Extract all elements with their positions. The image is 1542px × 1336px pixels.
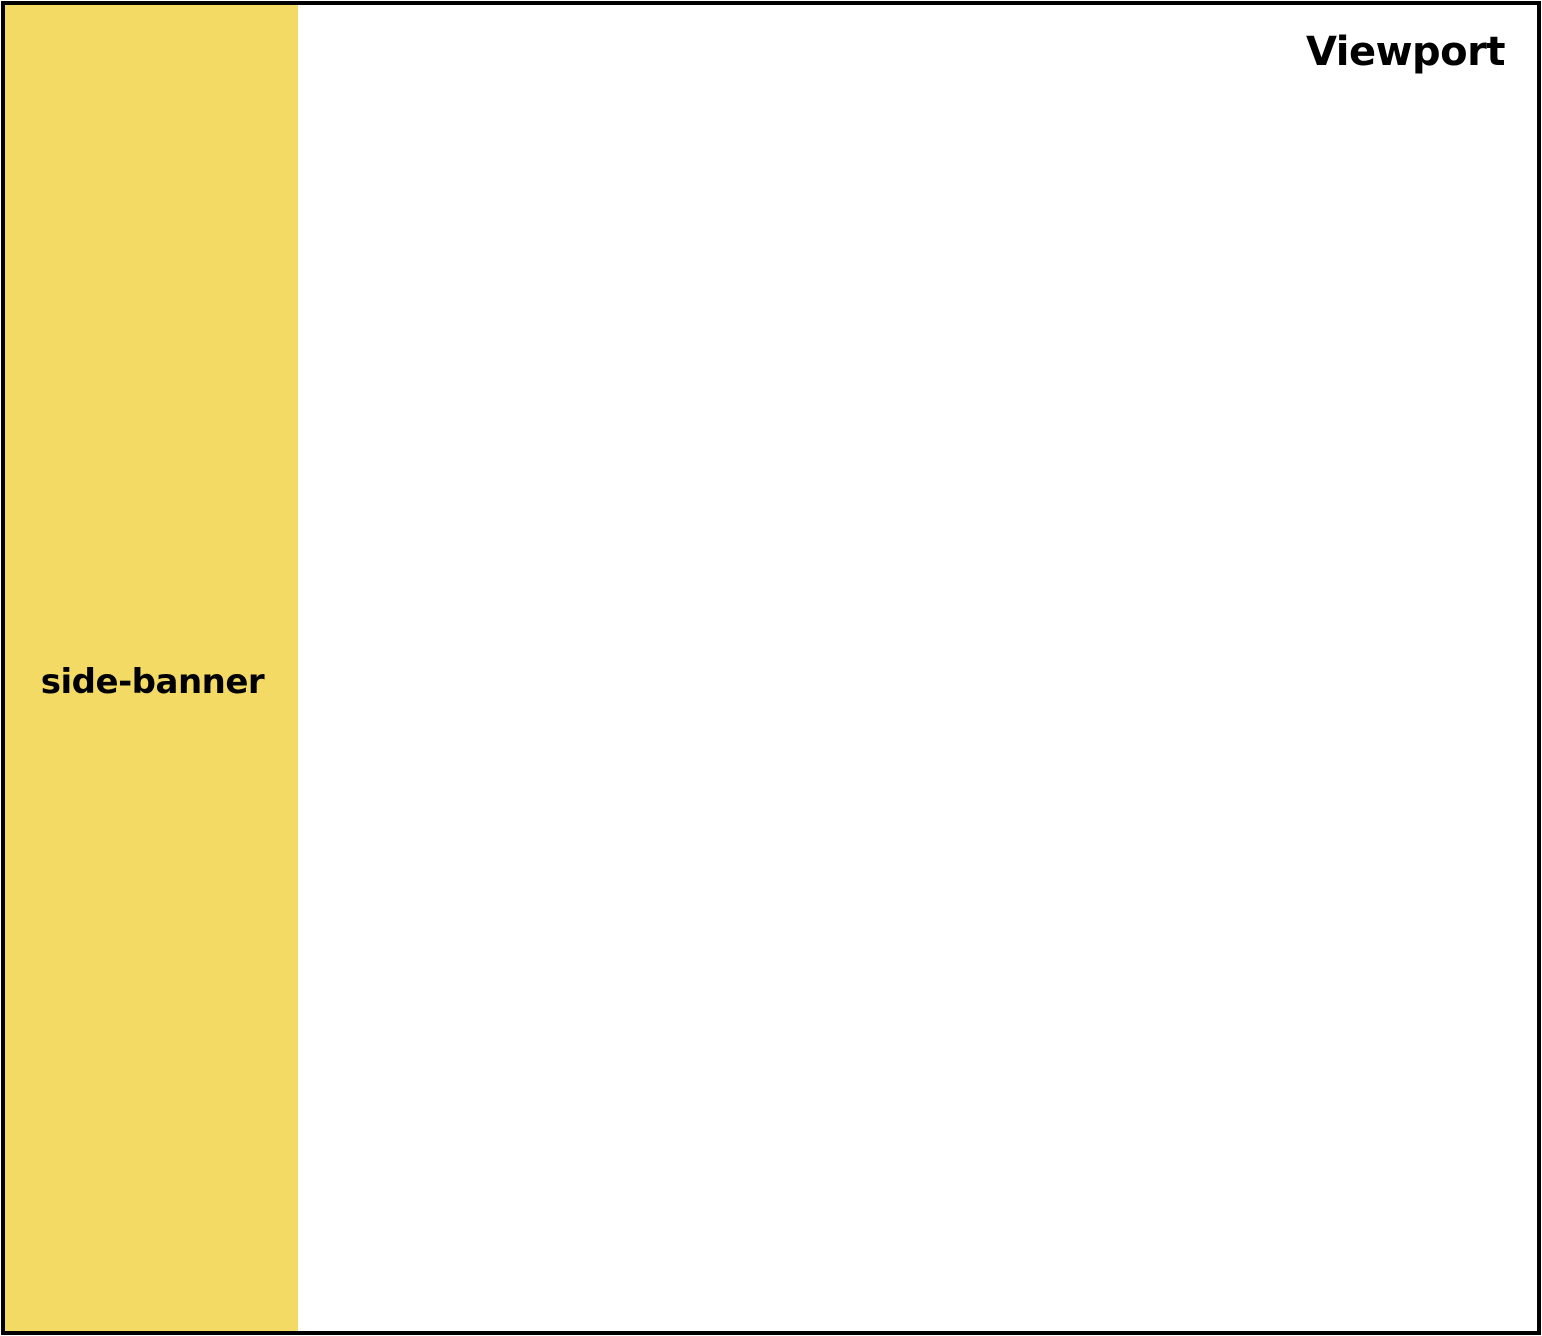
side-banner-label: side-banner xyxy=(40,662,265,702)
viewport-label: Viewport xyxy=(1305,29,1506,75)
side-banner: side-banner xyxy=(5,5,298,1331)
